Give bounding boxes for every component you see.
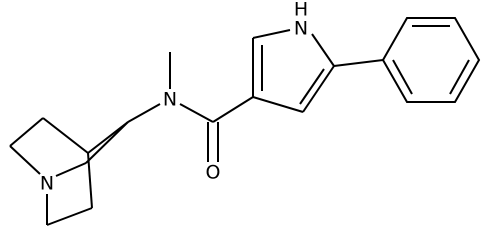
atom-label: N xyxy=(294,18,308,40)
atom-label: O xyxy=(206,162,221,184)
atom-label: N xyxy=(40,173,54,195)
molecule-diagram: N N O N H xyxy=(9,0,481,226)
atom-label: N xyxy=(163,89,177,111)
atom-label: H xyxy=(294,0,308,21)
bonds xyxy=(9,17,481,226)
